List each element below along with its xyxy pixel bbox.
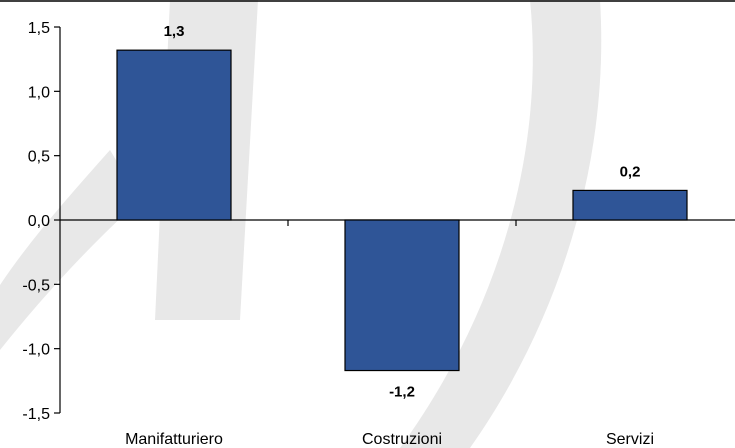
data-label: 1,3 — [164, 23, 185, 40]
x-category-label: Costruzioni — [362, 431, 442, 448]
bars — [116, 49, 688, 372]
watermark-stroke-left — [0, 150, 140, 350]
y-tick-label: 0,5 — [28, 149, 50, 166]
y-tick-label: -0,5 — [22, 277, 50, 294]
bar-costruzioni — [344, 219, 460, 372]
bar-manifatturiero — [116, 49, 232, 221]
bar-servizi — [572, 189, 688, 221]
watermark-stroke-right — [400, 0, 602, 448]
y-tick-label: -1,0 — [22, 342, 50, 359]
y-tick-label: 0,0 — [28, 213, 50, 230]
data-label: -1,2 — [389, 384, 415, 401]
labels: 1,3 Manifatturiero -1,2 Costruzioni 0,2 Servi… — [125, 23, 654, 448]
watermark-logo — [0, 0, 602, 448]
data-label: 0,2 — [620, 163, 641, 180]
y-tick-label: 1,5 — [28, 20, 50, 37]
y-tick-label: 1,0 — [28, 84, 50, 101]
x-category-label: Servizi — [606, 431, 654, 448]
x-category-label: Manifatturiero — [125, 431, 223, 448]
y-tick-label: -1,5 — [22, 406, 50, 423]
